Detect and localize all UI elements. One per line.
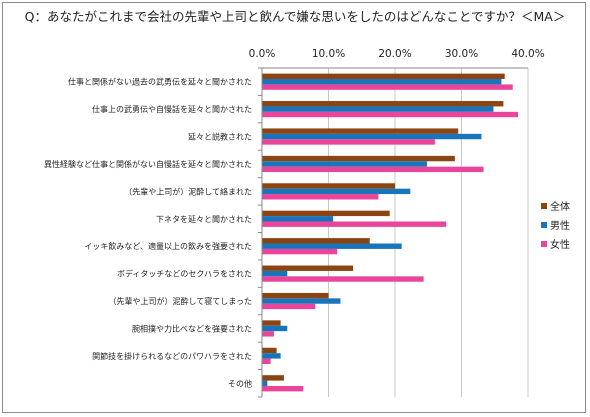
bar: [262, 358, 271, 364]
bar: [262, 188, 411, 195]
bar: [262, 292, 329, 299]
label-layer: 0.0% 10.0% 20.0% 30.0% 40.0% 仕事と関係がない過去の武勇伝を延…: [44, 48, 545, 388]
bar: [262, 385, 304, 392]
legend-swatch: [541, 222, 547, 228]
grid-layer: [328, 68, 529, 397]
x-tick-label: 40.0%: [511, 48, 544, 60]
bar: [262, 375, 284, 381]
legend-label: 全体: [550, 200, 570, 213]
bar: [262, 155, 455, 162]
legend-swatch: [541, 241, 547, 247]
category-label: 関節技を掛けられるなどのパワハラをされた: [92, 351, 252, 361]
bar: [262, 133, 482, 140]
bar: [262, 183, 395, 189]
category-label: その他: [228, 378, 252, 388]
bar: [262, 331, 274, 337]
bar: [262, 276, 424, 282]
bar: [262, 380, 268, 386]
chart-frame: [2, 2, 586, 413]
bar: [262, 84, 513, 90]
bar: [262, 303, 316, 310]
bar: [262, 128, 459, 134]
category-label: 仕事と関係がない過去の武勇伝を延々と聞かされた: [68, 77, 252, 87]
bar: [262, 161, 427, 167]
category-label: （先輩や上司が）泥酔して寝てしまった: [109, 296, 252, 306]
category-label: 下ネタを延々と聞かされた: [156, 214, 252, 224]
bar: [262, 325, 288, 332]
bar: [262, 216, 334, 222]
bar: [262, 210, 390, 217]
bar: [262, 248, 338, 255]
bar: [262, 243, 402, 249]
legend-label: 女性: [550, 238, 570, 251]
legend-swatch: [541, 203, 547, 209]
x-tick-label: 20.0%: [378, 48, 411, 60]
bar: [262, 320, 281, 326]
bar: [262, 194, 379, 200]
chart-title: Q：あなたがこれまで会社の先輩や上司と飲んで嫌な思いをしたのはどんなことですか？…: [24, 9, 566, 24]
category-label: ボディタッチなどのセクハラをされた: [117, 269, 252, 279]
legend-label: 男性: [550, 219, 570, 232]
category-label: 異性経験など仕事と関係がない自慢話を延々と聞かされた: [44, 159, 252, 169]
category-label: 腕相撲や力比べなどを強要された: [132, 323, 252, 333]
axis-layer: [258, 67, 528, 398]
bar: [262, 101, 504, 107]
bar: [262, 270, 288, 277]
bar: [262, 265, 354, 271]
category-label: 延々と説教された: [188, 132, 252, 142]
bar: [262, 166, 484, 173]
bar: [262, 106, 494, 112]
bar: [262, 139, 435, 145]
bar: [262, 347, 277, 354]
x-tick-label: 10.0%: [312, 48, 345, 60]
bar: [262, 73, 505, 80]
category-label: （先輩や上司が）泥酔して絡まれた: [124, 186, 252, 196]
bar: [262, 111, 519, 118]
bar: [262, 298, 341, 304]
bar: [262, 221, 447, 227]
bar: [262, 79, 502, 85]
x-tick-label: 0.0%: [249, 48, 276, 60]
x-tick-label: 30.0%: [445, 48, 478, 60]
bar: [262, 353, 281, 359]
category-label: 仕事上の武勇伝や自慢話を延々と聞かされた: [92, 104, 252, 114]
category-label: イッキ飲みなど、適量以上の飲みを強要された: [84, 241, 252, 251]
bar: [262, 238, 370, 244]
bar-layer: [262, 73, 519, 392]
